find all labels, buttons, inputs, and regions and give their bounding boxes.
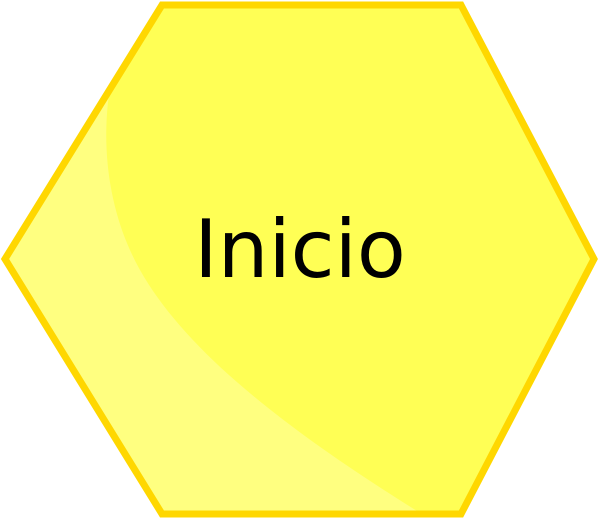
hexagon-gloss xyxy=(5,5,430,514)
